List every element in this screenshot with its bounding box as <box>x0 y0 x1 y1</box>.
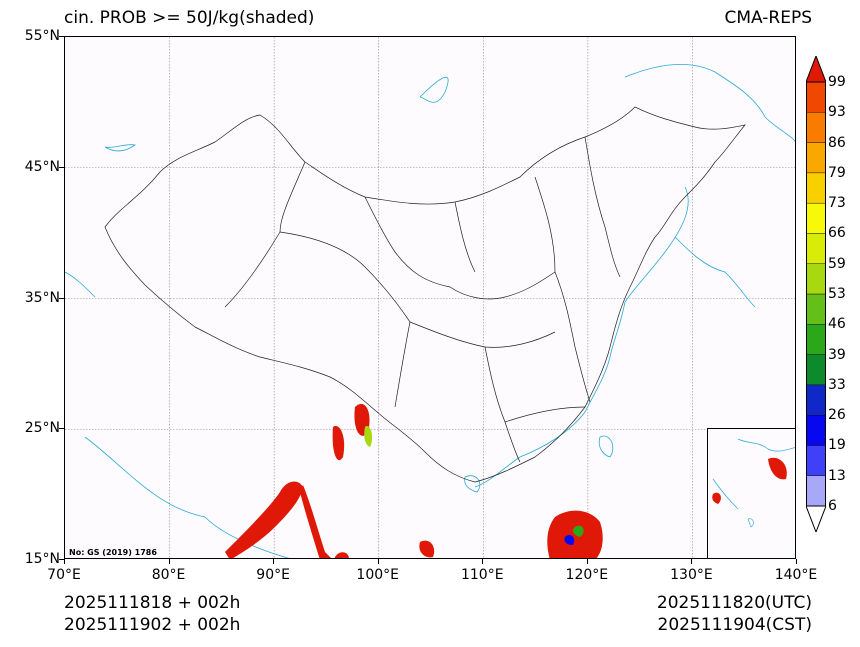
latitude-label: 15°N <box>24 551 60 567</box>
colorbar-level-label: 39 <box>828 346 846 363</box>
colorbar-level-label: 66 <box>828 225 846 242</box>
colorbar-segment <box>806 293 826 325</box>
province-borders <box>104 106 746 483</box>
colorbar <box>806 56 826 532</box>
longitude-label: 120°E <box>565 567 609 583</box>
longitude-label: 140°E <box>774 567 818 583</box>
latitude-tick <box>59 428 64 430</box>
colorbar-segment <box>806 81 826 113</box>
longitude-tick <box>64 559 65 564</box>
longitude-label: 70°E <box>47 567 81 583</box>
colorbar-segment <box>806 142 826 174</box>
longitude-tick <box>377 559 379 564</box>
longitude-tick <box>691 559 693 564</box>
colorbar-level-label: 53 <box>828 286 846 302</box>
init-time-cst: 2025111902 + 002h <box>64 615 241 635</box>
colorbar-level-label: 73 <box>828 195 846 212</box>
colorbar-segment <box>806 354 826 386</box>
colorbar-segment <box>806 263 826 295</box>
map-panel: No: GS (2019) 1786 <box>64 36 796 559</box>
longitude-tick <box>796 559 797 564</box>
colorbar-segment <box>806 475 826 507</box>
colorbar-level-label: 33 <box>828 376 846 393</box>
longitude-label: 130°E <box>670 567 713 583</box>
inset-canvas <box>712 438 795 528</box>
latitude-label: 35°N <box>24 289 60 306</box>
colorbar-segment <box>806 384 826 416</box>
colorbar-level-label: 19 <box>828 437 846 454</box>
colorbar-level-label: 13 <box>828 467 846 484</box>
colorbar-segment <box>806 445 826 476</box>
south-china-sea-inset <box>707 428 796 559</box>
valid-time-utc: 2025111820(UTC) <box>656 593 812 613</box>
latitude-tick <box>59 297 64 299</box>
longitude-label: 90°E <box>256 567 290 583</box>
colorbar-segment <box>806 112 826 143</box>
colorbar-level-label: 79 <box>828 164 846 181</box>
colorbar-segment <box>806 202 826 234</box>
init-time-utc: 2025111818 + 002h <box>64 593 241 613</box>
longitude-tick <box>482 559 484 564</box>
colorbar-level-label: 26 <box>828 407 846 424</box>
longitude-tick <box>168 559 170 564</box>
colorbar-level-label: 93 <box>828 104 846 121</box>
valid-time-cst: 2025111904(CST) <box>657 615 812 635</box>
latitude-tick <box>59 166 64 168</box>
latitude-label: 25°N <box>24 420 60 437</box>
probability-shading <box>225 403 603 558</box>
longitude-label: 80°E <box>151 567 186 583</box>
longitude-label: 110°E <box>460 567 504 583</box>
latitude-label: 55°N <box>24 28 60 44</box>
latitude-label: 45°N <box>24 158 60 175</box>
colorbar-level-label: 99 <box>828 74 846 90</box>
colorbar-frame <box>806 81 826 507</box>
longitude-tick <box>273 559 275 564</box>
map-approval-note: No: GS (2019) 1786 <box>69 548 157 557</box>
colorbar-level-label: 59 <box>828 255 846 272</box>
colorbar-segment <box>806 233 826 264</box>
longitude-label: 100°E <box>356 567 399 583</box>
colorbar-segment <box>806 324 826 355</box>
model-name: CMA-REPS <box>724 8 812 28</box>
map-title: cin. PROB >= 50J/kg(shaded) <box>64 8 315 28</box>
longitude-tick <box>586 559 588 564</box>
colorbar-level-label: 6 <box>828 498 837 514</box>
colorbar-segment <box>806 414 826 446</box>
colorbar-extend-high <box>806 56 826 83</box>
graticule <box>65 37 795 558</box>
colorbar-segment <box>806 172 826 204</box>
colorbar-extend-low <box>806 505 826 532</box>
latitude-tick <box>59 36 64 37</box>
map-canvas <box>65 37 795 558</box>
latitude-tick <box>59 559 64 560</box>
colorbar-level-label: 46 <box>828 316 846 333</box>
colorbar-level-label: 86 <box>828 134 846 151</box>
coastline <box>65 64 795 558</box>
